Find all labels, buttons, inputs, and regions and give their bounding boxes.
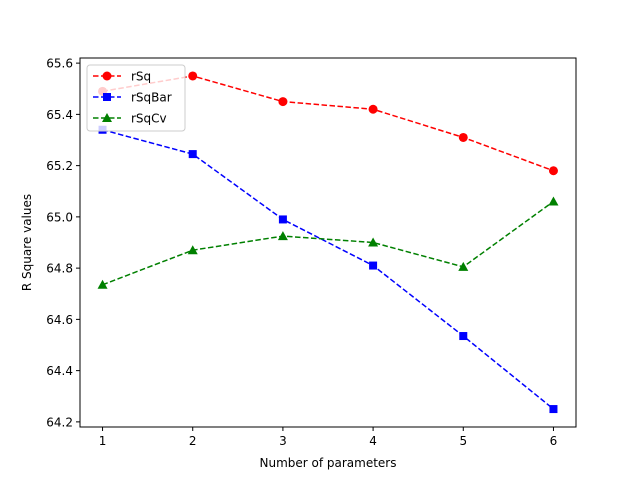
legend-label: rSqBar — [131, 91, 172, 105]
x-tick-label: 4 — [369, 434, 377, 448]
data-point-rSqCv — [187, 245, 198, 255]
legend-marker — [103, 93, 111, 101]
data-point-rSq — [368, 104, 378, 114]
x-tick-label: 1 — [99, 434, 107, 448]
legend-entry-rSqCv: rSqCv — [93, 112, 167, 126]
series-rSqCv — [97, 196, 559, 289]
data-point-rSq — [188, 71, 198, 81]
data-point-rSq — [458, 132, 468, 142]
y-tick-label: 64.6 — [46, 313, 73, 327]
data-point-rSqBar — [278, 215, 287, 224]
data-point-rSqCv — [548, 196, 559, 206]
x-tick-label: 6 — [550, 434, 558, 448]
legend-label: rSq — [131, 70, 151, 84]
y-tick-label: 65.6 — [46, 57, 73, 71]
legend-label: rSqCv — [131, 112, 167, 126]
legend-marker — [102, 71, 112, 81]
y-tick-label: 65.0 — [46, 210, 73, 224]
y-tick-label: 64.2 — [46, 415, 73, 429]
x-tick-label: 3 — [279, 434, 287, 448]
legend-entry-rSqBar: rSqBar — [93, 91, 172, 105]
plot-frame — [79, 57, 577, 428]
data-point-rSqBar — [549, 405, 558, 414]
x-tick-label: 5 — [459, 434, 467, 448]
data-point-rSqCv — [458, 261, 469, 271]
data-point-rSqCv — [97, 279, 108, 289]
data-point-rSqBar — [369, 261, 378, 270]
y-tick-label: 64.4 — [46, 364, 73, 378]
y-axis-ticks: 64.2 64.4 64.6 64.8 65.0 65.2 65.4 65.6 — [46, 57, 80, 429]
x-axis-label: Number of parameters — [259, 456, 396, 470]
legend-marker — [102, 113, 112, 122]
x-tick-label: 2 — [189, 434, 197, 448]
data-point-rSqCv — [368, 237, 379, 247]
data-point-rSqCv — [277, 231, 288, 241]
data-point-rSq — [548, 166, 558, 176]
legend-box — [86, 64, 186, 132]
y-tick-label: 65.2 — [46, 159, 73, 173]
y-axis-label: R Square values — [20, 194, 34, 291]
y-tick-label: 65.4 — [46, 108, 73, 122]
x-axis-ticks: 1 2 3 4 5 6 — [99, 427, 558, 448]
legend-entry-rSq: rSq — [93, 70, 151, 84]
data-point-rSqBar — [188, 150, 197, 159]
legend: rSq rSqBar rSqCv — [86, 64, 186, 132]
series-line-rSqCv — [102, 200, 554, 286]
y-tick-label: 64.8 — [46, 262, 73, 276]
data-point-rSq — [278, 97, 288, 107]
data-point-rSqBar — [459, 332, 468, 341]
